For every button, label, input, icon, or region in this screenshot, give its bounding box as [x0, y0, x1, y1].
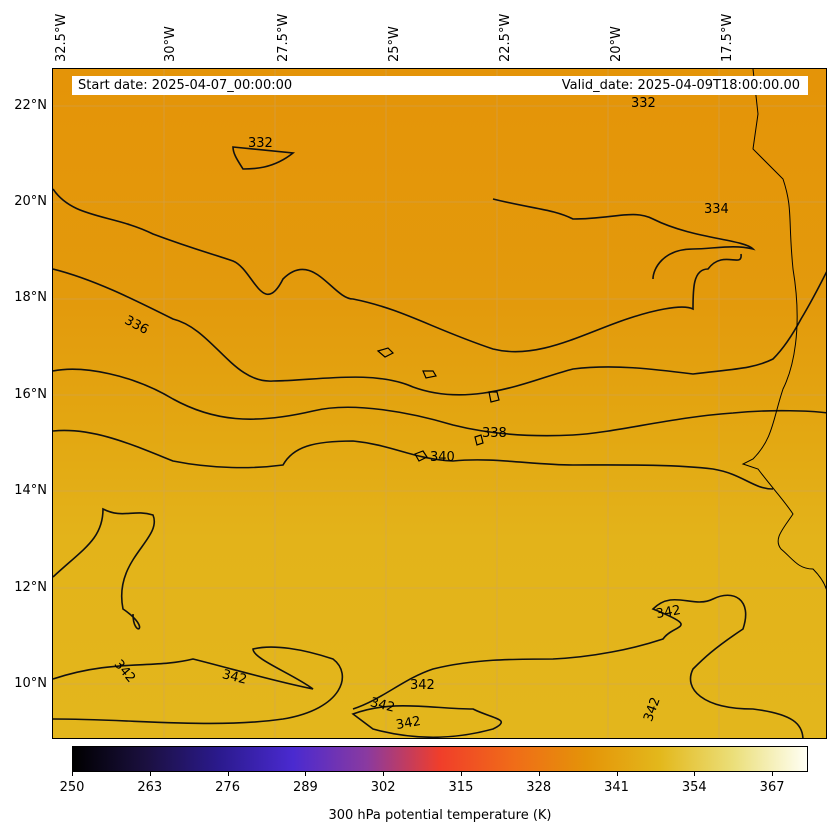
contour-label: 340 [430, 450, 455, 465]
colorbar-tick [538, 772, 540, 776]
contour-label: 338 [482, 426, 507, 441]
colorbar-title: 300 hPa potential temperature (K) [328, 808, 552, 823]
colorbar [72, 746, 808, 772]
graticule [53, 69, 826, 738]
lon-label: 22.5°W [498, 13, 513, 62]
lon-label: 30°W [163, 26, 178, 62]
contour-label: 332 [631, 96, 656, 111]
field-fill [53, 69, 826, 738]
lat-label: 20°N [14, 194, 47, 209]
map-panel [52, 68, 827, 739]
colorbar-tick [694, 772, 696, 776]
lat-label: 10°N [14, 676, 47, 691]
lon-label: 17.5°W [720, 13, 735, 62]
colorbar-tick [383, 772, 385, 776]
contour-lines [53, 146, 826, 738]
info-bar: Start date: 2025-04-07_00:00:00 Valid_da… [72, 76, 808, 95]
contour-label: 334 [704, 202, 729, 217]
colorbar-tick-label: 367 [759, 780, 785, 795]
colorbar-tick-label: 276 [215, 780, 240, 795]
contour-label: 332 [248, 136, 273, 151]
colorbar-tick [305, 772, 307, 776]
colorbar-tick [72, 772, 73, 776]
lat-label: 14°N [14, 483, 47, 498]
contour-label: 342 [410, 678, 435, 693]
lon-label: 32.5°W [54, 13, 69, 62]
colorbar-tick-label: 263 [137, 780, 163, 795]
coastline [741, 69, 826, 590]
colorbar-tick [616, 772, 618, 776]
colorbar-tick-label: 302 [370, 780, 396, 795]
start-date-label: Start date: 2025-04-07_00:00:00 [78, 78, 293, 93]
lat-label: 22°N [14, 98, 47, 113]
lon-label: 25°W [387, 26, 402, 62]
lon-label: 20°W [609, 26, 624, 62]
colorbar-tick-label: 354 [681, 780, 707, 795]
colorbar-tick-label: 315 [448, 780, 474, 795]
lat-label: 12°N [14, 580, 47, 595]
colorbar-tick-label: 250 [59, 780, 85, 795]
colorbar-tick [227, 772, 229, 776]
colorbar-tick [460, 772, 462, 776]
potential-temperature-field [53, 69, 826, 738]
islands [376, 347, 500, 462]
colorbar-tick-label: 289 [292, 780, 318, 795]
lat-label: 16°N [14, 387, 47, 402]
colorbar-tick-label: 341 [604, 780, 629, 795]
valid-date-label: Valid_date: 2025-04-09T18:00:00.00 [561, 78, 800, 93]
colorbar-tick-label: 328 [526, 780, 552, 795]
lat-label: 18°N [14, 290, 47, 305]
colorbar-tick [149, 772, 151, 776]
lon-label: 27.5°W [276, 13, 291, 62]
colorbar-tick [772, 772, 774, 776]
